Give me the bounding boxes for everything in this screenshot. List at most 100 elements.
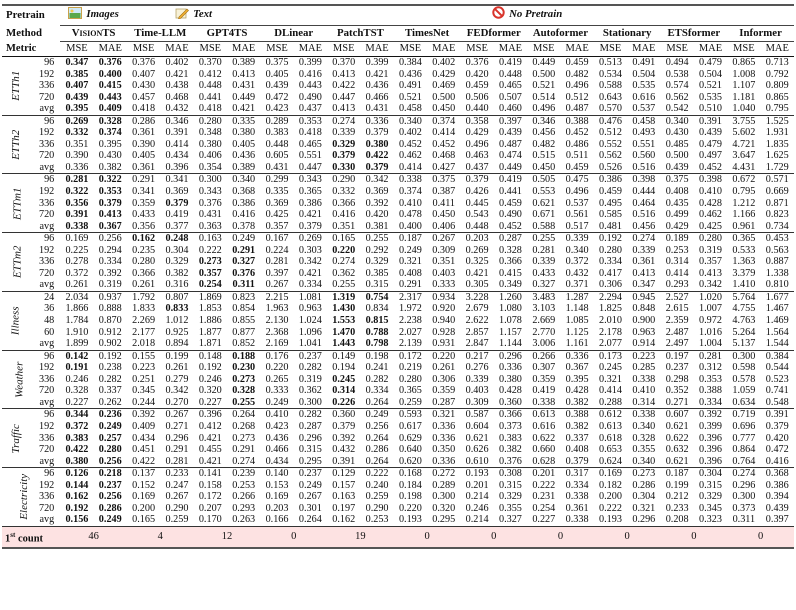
mse-cell: 0.777	[732, 432, 756, 444]
mae-cell: 0.341	[165, 174, 189, 186]
mae-cell: 0.380	[365, 138, 389, 150]
mse-cell: 2.317	[398, 291, 422, 303]
mae-cell: 0.342	[165, 385, 189, 397]
mse-cell: 0.380	[198, 138, 222, 150]
mse-cell: 0.373	[732, 502, 756, 514]
mse-cell: 0.162	[65, 491, 89, 503]
mse-cell: 0.220	[332, 244, 356, 256]
pretrain-group-label: Text	[193, 8, 213, 20]
mse-cell: 0.251	[132, 373, 156, 385]
mse-cell: 0.578	[732, 373, 756, 385]
horizon-cell: 336	[38, 256, 55, 268]
mse-cell: 0.226	[327, 396, 361, 410]
mse-cell: 0.499	[665, 209, 689, 221]
mse-cell: 0.621	[660, 455, 694, 469]
metric-mse: MSE	[260, 41, 294, 57]
mse-cell: 0.281	[65, 174, 89, 186]
mse-cell: 0.445	[465, 197, 489, 209]
mse-cell: 0.305	[460, 279, 494, 292]
mse-cell: 0.422	[332, 80, 356, 92]
mae-cell: 0.409	[93, 103, 127, 116]
mse-cell: 0.280	[398, 373, 422, 385]
mse-cell: 0.386	[599, 174, 622, 186]
mse-cell: 0.618	[599, 432, 622, 444]
mae-cell: 1.544	[760, 338, 794, 351]
mse-cell: 0.245	[332, 373, 356, 385]
table-row: 720 0.372 0.392 0.366 0.382 0.357 0.376 0.397 0.…	[2, 268, 794, 280]
mae-cell: 0.391	[699, 115, 722, 127]
mae-cell: 0.548	[760, 396, 794, 410]
mae-cell: 0.304	[632, 491, 656, 503]
horizon-cell: 24	[44, 291, 55, 303]
mae-cell: 0.734	[760, 220, 794, 234]
mse-cell: 0.416	[332, 209, 356, 221]
mse-cell: 0.223	[132, 362, 156, 374]
mse-cell: 0.421	[198, 432, 222, 444]
mse-cell: 2.169	[260, 338, 294, 351]
mse-cell: 0.330	[327, 161, 361, 175]
mae-cell: 0.465	[498, 80, 522, 92]
horizon-cell: 96	[44, 468, 55, 480]
table-row: avg 0.395 0.409 0.418 0.432 0.418 0.421 0.423 0.…	[2, 103, 794, 116]
mse-cell: 0.155	[132, 350, 156, 362]
mse-cell: 2.139	[393, 338, 428, 351]
first-count-row: 1st count 46 4 12 0 19 0 0 0 0 0 0	[2, 526, 794, 550]
metric-mae: MAE	[160, 41, 194, 57]
mse-cell: 0.526	[593, 161, 628, 175]
pretrain-group-text: Text	[126, 4, 261, 26]
mae-cell: 0.374	[432, 115, 456, 127]
mae-cell: 0.293	[232, 502, 256, 514]
mae-cell: 0.741	[765, 385, 789, 397]
mae-cell: 0.334	[565, 479, 589, 491]
mae-cell: 0.490	[498, 209, 522, 221]
mae-cell: 0.236	[98, 409, 122, 421]
mae-cell: 0.256	[365, 420, 389, 432]
mae-cell: 0.852	[226, 338, 261, 351]
mse-cell: 0.420	[465, 68, 489, 80]
mse-cell: 0.214	[465, 491, 489, 503]
image-icon	[68, 7, 83, 25]
mse-cell: 1.784	[65, 315, 89, 327]
mse-cell: 0.434	[260, 455, 294, 469]
mse-cell: 2.215	[265, 291, 289, 303]
mae-cell: 0.267	[165, 409, 189, 421]
mse-cell: 0.336	[60, 161, 94, 175]
mse-cell: 0.613	[532, 409, 556, 421]
mse-cell: 1.363	[732, 256, 756, 268]
mae-cell: 0.798	[360, 338, 394, 351]
mse-cell: 1.040	[727, 103, 761, 116]
mse-cell: 0.286	[132, 115, 156, 127]
mae-cell: 0.616	[632, 91, 656, 103]
mae-cell: 0.342	[693, 279, 728, 292]
horizon-cell: 720	[38, 385, 55, 397]
mae-cell: 0.266	[232, 491, 256, 503]
mse-cell: 0.153	[265, 479, 289, 491]
mse-cell: 2.669	[532, 315, 556, 327]
mse-cell: 0.421	[193, 455, 227, 469]
mae-cell: 0.340	[565, 244, 589, 256]
horizon-cell: avg	[28, 338, 61, 351]
mse-cell: 0.352	[665, 385, 689, 397]
mae-cell: 0.408	[565, 444, 589, 456]
mae-cell: 0.464	[632, 197, 656, 209]
horizon-cell: avg	[28, 279, 61, 292]
mse-cell: 2.238	[398, 315, 422, 327]
mse-cell: 2.368	[265, 326, 289, 338]
metric-mae: MAE	[693, 41, 728, 57]
mae-cell: 0.237	[298, 468, 322, 480]
mae-cell: 0.286	[365, 444, 389, 456]
mse-cell: 0.167	[265, 233, 289, 245]
mse-cell: 0.280	[198, 115, 222, 127]
mae-cell: 0.320	[432, 502, 456, 514]
table-row: ETTm1 96 0.281 0.322 0.291 0.341 0.300 0.340 0.2…	[2, 173, 794, 234]
mse-cell: 0.719	[732, 409, 756, 421]
table-row: avg 0.336 0.382 0.361 0.396 0.354 0.389 0.431 0.…	[2, 161, 794, 175]
mse-cell: 0.448	[460, 220, 494, 234]
mae-cell: 0.296	[165, 432, 189, 444]
mae-cell: 0.511	[565, 150, 589, 162]
mae-cell: 0.414	[165, 138, 189, 150]
mae-cell: 0.479	[699, 138, 722, 150]
mse-cell: 0.281	[265, 256, 289, 268]
mse-cell: 0.182	[599, 479, 622, 491]
mae-cell: 0.469	[432, 80, 456, 92]
